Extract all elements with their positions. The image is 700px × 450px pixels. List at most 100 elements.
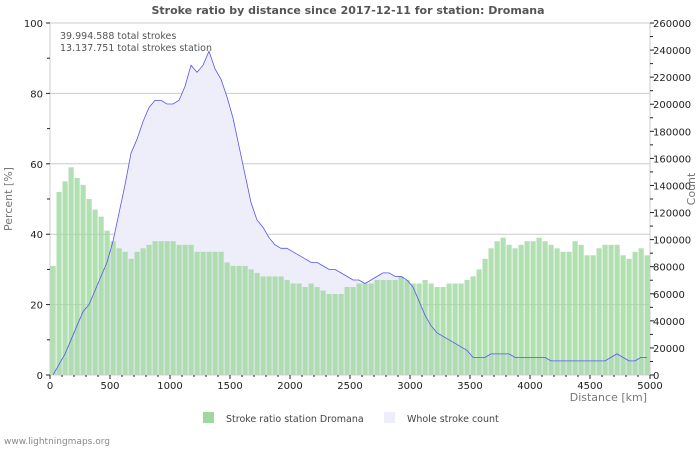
ratio-bar (128, 258, 134, 375)
ratio-bar (632, 251, 638, 375)
stats-annotation: 39.994.588 total strokes (60, 31, 176, 42)
legend-label-count: Whole stroke count (407, 414, 499, 425)
ratio-bar (338, 294, 344, 375)
ratio-bar (500, 237, 506, 375)
y2-tick-label: 200000 (653, 100, 691, 111)
ratio-bar (464, 280, 470, 375)
y2-tick-label: 160000 (653, 154, 691, 165)
ratio-bar (590, 255, 596, 375)
ratio-bar (56, 192, 62, 375)
ratio-bar (284, 280, 290, 375)
ratio-bar (236, 265, 242, 375)
ratio-bar (194, 251, 200, 375)
y-tick-label: 20 (30, 301, 43, 312)
ratio-bar (200, 251, 206, 375)
x-tick-label: 4500 (577, 381, 602, 392)
ratio-bar (302, 287, 308, 375)
stats-annotation: 13.137.751 total strokes station (60, 43, 212, 54)
ratio-bar (638, 248, 644, 375)
ratio-bar (416, 283, 422, 375)
ratio-bar (356, 283, 362, 375)
ratio-bar (362, 283, 368, 375)
ratio-bar (74, 177, 80, 375)
ratio-bar (278, 276, 284, 375)
y2-tick-label: 40000 (653, 317, 685, 328)
footer-credit: www.lightningmaps.org (4, 437, 110, 447)
y2-tick-label: 120000 (653, 209, 691, 220)
ratio-bar (374, 280, 380, 375)
ratio-bar (446, 283, 452, 375)
y2-tick-label: 260000 (653, 19, 691, 30)
ratio-bar (566, 251, 572, 375)
ratio-bar (584, 255, 590, 375)
ratio-bar (140, 248, 146, 375)
y-axis-label: Percent [%] (2, 167, 15, 231)
ratio-bar (554, 248, 560, 375)
ratio-bar (548, 244, 554, 375)
ratio-bar (272, 276, 278, 375)
legend-label-ratio: Stroke ratio station Dromana (226, 414, 364, 425)
x-tick-label: 3000 (397, 381, 422, 392)
ratio-bar (176, 244, 182, 375)
ratio-bar (134, 251, 140, 375)
y2-axis-label: Count (685, 172, 698, 205)
y2-tick-label: 20000 (653, 344, 685, 355)
ratio-bar (440, 287, 446, 375)
x-tick-label: 2000 (277, 381, 302, 392)
x-tick-label: 3500 (457, 381, 482, 392)
ratio-bar (458, 283, 464, 375)
ratio-bar (410, 283, 416, 375)
ratio-bar (602, 244, 608, 375)
ratio-bar (314, 287, 320, 375)
ratio-bar (248, 269, 254, 375)
ratio-bar (482, 258, 488, 375)
legend-swatch-count (384, 412, 395, 423)
x-tick-label: 5000 (637, 381, 662, 392)
ratio-bar (644, 255, 650, 375)
ratio-bar (218, 251, 224, 375)
x-tick-label: 1000 (157, 381, 182, 392)
ratio-bar (524, 241, 530, 375)
count-area (50, 51, 650, 375)
ratio-bar (212, 251, 218, 375)
ratio-bar (224, 262, 230, 375)
ratio-bar (608, 244, 614, 375)
ratio-bar (122, 251, 128, 375)
ratio-bar (536, 237, 542, 375)
ratio-bar (290, 283, 296, 375)
ratio-bar (488, 248, 494, 375)
ratio-bar (434, 287, 440, 375)
ratio-bar (422, 280, 428, 375)
y2-tick-label: 80000 (653, 263, 685, 274)
ratio-bar (92, 209, 98, 375)
ratio-bar (62, 181, 68, 375)
ratio-bar (452, 283, 458, 375)
ratio-bar (560, 251, 566, 375)
x-tick-label: 0 (47, 381, 53, 392)
x-tick-label: 4000 (517, 381, 542, 392)
ratio-bar (542, 241, 548, 375)
ratio-bar (512, 248, 518, 375)
ratio-bar (182, 244, 188, 375)
y2-tick-label: 240000 (653, 46, 691, 57)
ratio-bar (266, 276, 272, 375)
ratio-bar (332, 294, 338, 375)
ratio-bar (614, 244, 620, 375)
y-tick-label: 60 (30, 160, 43, 171)
ratio-bar (170, 241, 176, 375)
ratio-bar (428, 283, 434, 375)
ratio-bar (476, 269, 482, 375)
ratio-bar (158, 241, 164, 375)
y2-tick-label: 60000 (653, 290, 685, 301)
ratio-bar (260, 276, 266, 375)
ratio-bar (152, 241, 158, 375)
ratio-bar (626, 258, 632, 375)
ratio-bar (380, 280, 386, 375)
ratio-bar (230, 265, 236, 375)
ratio-bar (392, 280, 398, 375)
ratio-bar (296, 283, 302, 375)
ratio-bar (596, 248, 602, 375)
ratio-bar (578, 244, 584, 375)
ratio-bar (518, 244, 524, 375)
